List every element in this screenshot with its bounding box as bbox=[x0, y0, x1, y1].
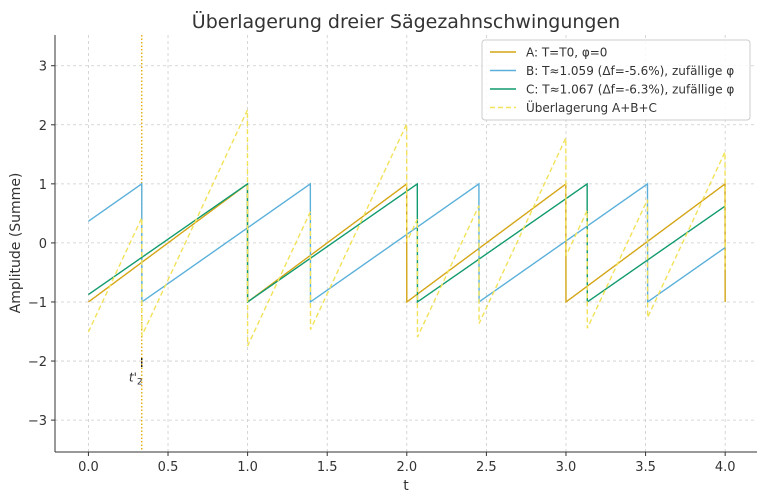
y-tick-label: −2 bbox=[28, 355, 47, 370]
y-tick-label: 2 bbox=[39, 119, 47, 134]
x-tick-label: 2.0 bbox=[396, 460, 417, 475]
y-tick-label: −1 bbox=[28, 296, 47, 311]
axes: 0.0 0.5 1.0 1.5 2.0 2.5 3.0 3.5 4.0 −3 −2 −1 0 1 2 3 bbox=[28, 35, 757, 475]
x-tick-label: 0.5 bbox=[158, 460, 179, 475]
x-tick-label: 3.5 bbox=[635, 460, 656, 475]
series-line-sum bbox=[87, 109, 726, 347]
chart-title: Überlagerung dreier Sägezahnschwingungen bbox=[192, 10, 620, 33]
legend-label: B: T≈1.059 (Δf=-5.6%), zufällige φ bbox=[526, 64, 734, 78]
x-tick-label: 2.5 bbox=[476, 460, 497, 475]
x-tick-label: 0.0 bbox=[78, 460, 99, 475]
legend-label: Überlagerung A+B+C bbox=[526, 99, 657, 115]
annotation-subscript: 2 bbox=[137, 378, 143, 388]
y-tick-label: 0 bbox=[39, 237, 47, 252]
x-tick-label: 1.5 bbox=[317, 460, 338, 475]
x-tick-label: 1.0 bbox=[237, 460, 258, 475]
legend-box bbox=[481, 39, 751, 121]
x-tick-label: 3.0 bbox=[556, 460, 577, 475]
legend-label: C: T≈1.067 (Δf=-6.3%), zufällige φ bbox=[526, 83, 734, 97]
y-tick-label: −3 bbox=[28, 414, 47, 429]
series-line-a bbox=[88, 182, 726, 304]
y-tick-label: 3 bbox=[39, 60, 47, 75]
x-tick-label: 4.0 bbox=[715, 460, 736, 475]
y-axis-label: Amplitude (Summe) bbox=[8, 173, 24, 314]
legend-label: A: T=T0, φ=0 bbox=[526, 46, 607, 60]
x-axis-label: t bbox=[403, 478, 409, 494]
annotation-label: t'2 bbox=[129, 371, 143, 388]
y-tick-label: 1 bbox=[39, 178, 47, 193]
legend: A: T=T0, φ=0 B: T≈1.059 (Δf=-5.6%), zufäl… bbox=[481, 39, 751, 121]
